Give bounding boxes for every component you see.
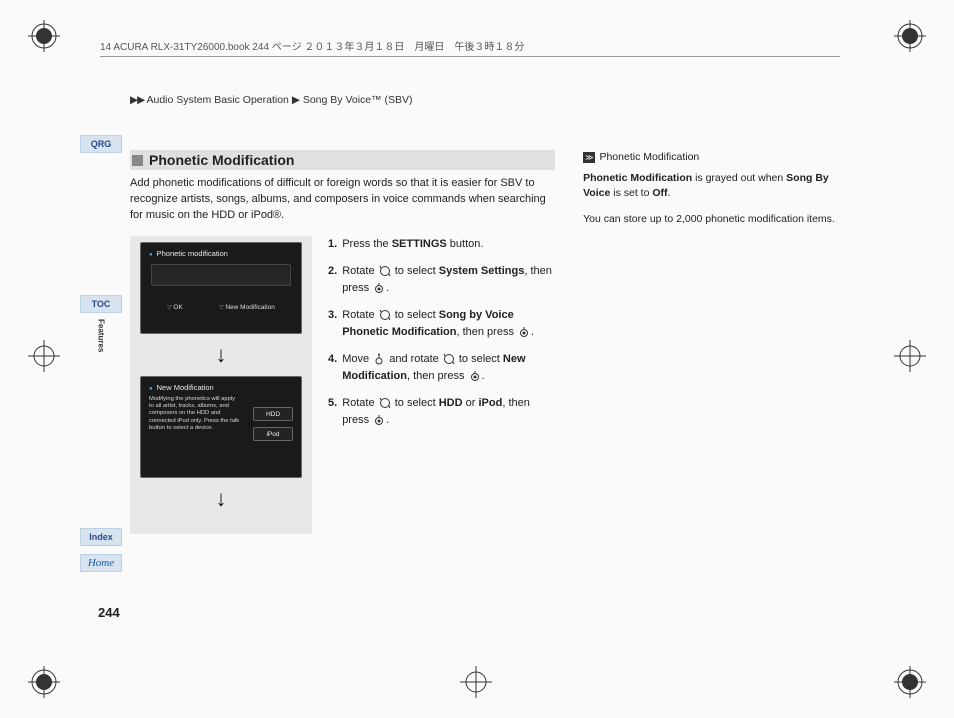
step-text: Rotate: [342, 397, 377, 409]
move-joystick-icon: [373, 353, 385, 365]
step-item: 1. Press the SETTINGS button.: [328, 236, 555, 253]
step-item: 5. Rotate to select HDD or iPod, then pr…: [328, 395, 555, 429]
step-text: Move: [342, 353, 372, 365]
press-button-icon: [469, 370, 481, 382]
section-intro-text: Add phonetic modifications of difficult …: [130, 176, 555, 224]
nav-sidebar: QRG TOC Features Index Home: [80, 135, 122, 572]
screenshot-panel: Phonetic modification OK New Modificatio…: [130, 236, 312, 534]
rotate-dial-icon: [379, 397, 391, 409]
step-text: Rotate: [342, 265, 377, 277]
step-text: to select: [392, 309, 439, 321]
press-button-icon: [373, 282, 385, 294]
crop-mark-icon: [28, 20, 60, 52]
screen-option-ipod: iPod: [253, 427, 293, 441]
screen-option-hdd: HDD: [253, 407, 293, 421]
breadcrumb-sep-icon: ▶: [292, 94, 300, 106]
step-text: or: [463, 397, 479, 409]
step-text: to select: [456, 353, 503, 365]
side-note-header: ≫ Phonetic Modification: [583, 150, 850, 165]
step-text: .: [482, 370, 485, 382]
crop-mark-icon: [894, 20, 926, 52]
screen-ok-label: OK: [167, 304, 183, 311]
note-bold: Off: [652, 187, 667, 199]
down-arrow-icon: ↓: [216, 486, 227, 512]
rotate-dial-icon: [379, 265, 391, 277]
down-arrow-icon: ↓: [216, 342, 227, 368]
step-text: Rotate: [342, 309, 377, 321]
step-text: .: [386, 414, 389, 426]
rotate-dial-icon: [443, 353, 455, 365]
step-bold: System Settings: [439, 265, 525, 277]
screen-title: Phonetic modification: [149, 249, 293, 258]
section-marker-icon: [132, 155, 143, 166]
crop-mark-icon: [460, 666, 492, 698]
section-vertical-label: Features: [97, 319, 106, 352]
step-text: to select: [392, 397, 439, 409]
press-button-icon: [518, 326, 530, 338]
side-note-title: Phonetic Modification: [599, 150, 699, 165]
press-button-icon: [373, 414, 385, 426]
step-text: , then press: [407, 370, 468, 382]
step-number: 4.: [328, 351, 337, 385]
step-bold: HDD: [439, 397, 463, 409]
step-number: 1.: [328, 236, 337, 253]
screen-input-slot: [151, 264, 291, 286]
toc-button[interactable]: TOC: [80, 295, 122, 313]
step-text: button.: [447, 238, 484, 250]
step-item: 2. Rotate to select System Settings, the…: [328, 263, 555, 297]
crop-mark-icon: [894, 340, 926, 372]
crop-mark-icon: [28, 666, 60, 698]
step-text: Press the: [342, 238, 392, 250]
step-item: 3. Rotate to select Song by Voice Phonet…: [328, 307, 555, 341]
step-bold: iPod: [478, 397, 502, 409]
section-header: Phonetic Modification: [130, 150, 555, 170]
rotate-dial-icon: [379, 309, 391, 321]
screen-newmod-label: New Modification: [219, 304, 275, 311]
screenshot-new-modification: New Modification Modifying the phonetics…: [140, 376, 302, 478]
step-text: and rotate: [386, 353, 442, 365]
step-text: .: [386, 282, 389, 294]
qrg-button[interactable]: QRG: [80, 135, 122, 153]
side-note-column: ≫ Phonetic Modification Phonetic Modific…: [583, 150, 850, 534]
step-text: , then press: [456, 326, 517, 338]
instruction-steps: 1. Press the SETTINGS button. 2. Rotate …: [328, 236, 555, 534]
step-number: 2.: [328, 263, 337, 297]
note-text: is grayed out when: [692, 172, 786, 184]
step-number: 3.: [328, 307, 337, 341]
note-chevron-icon: ≫: [583, 152, 595, 164]
page-number: 244: [98, 605, 120, 620]
breadcrumb-seg[interactable]: Audio System Basic Operation: [147, 94, 289, 106]
breadcrumb-seg[interactable]: Song By Voice™ (SBV): [303, 94, 413, 106]
breadcrumb-arrows-icon: ▶▶: [130, 94, 144, 106]
step-text: .: [531, 326, 534, 338]
side-note-paragraph: You can store up to 2,000 phonetic modif…: [583, 212, 850, 227]
index-button[interactable]: Index: [80, 528, 122, 546]
breadcrumb: ▶▶ Audio System Basic Operation ▶ Song B…: [130, 94, 413, 106]
crop-mark-icon: [894, 666, 926, 698]
note-text: is set to: [610, 187, 652, 199]
screen-message: Modifying the phonetics will apply to al…: [149, 396, 241, 432]
screenshot-phonetic-list: Phonetic modification OK New Modificatio…: [140, 242, 302, 334]
home-button[interactable]: Home: [80, 554, 122, 572]
screen-title: New Modification: [149, 383, 293, 392]
note-text: .: [668, 187, 671, 199]
step-number: 5.: [328, 395, 337, 429]
step-item: 4. Move and rotate to select New Modific…: [328, 351, 555, 385]
side-note-paragraph: Phonetic Modification is grayed out when…: [583, 171, 850, 201]
note-bold: Phonetic Modification: [583, 172, 692, 184]
section-title: Phonetic Modification: [149, 152, 294, 168]
document-meta-line: 14 ACURA RLX-31TY26000.book 244 ページ ２０１３…: [100, 38, 840, 57]
step-bold: SETTINGS: [392, 238, 447, 250]
crop-mark-icon: [28, 340, 60, 372]
step-text: to select: [392, 265, 439, 277]
